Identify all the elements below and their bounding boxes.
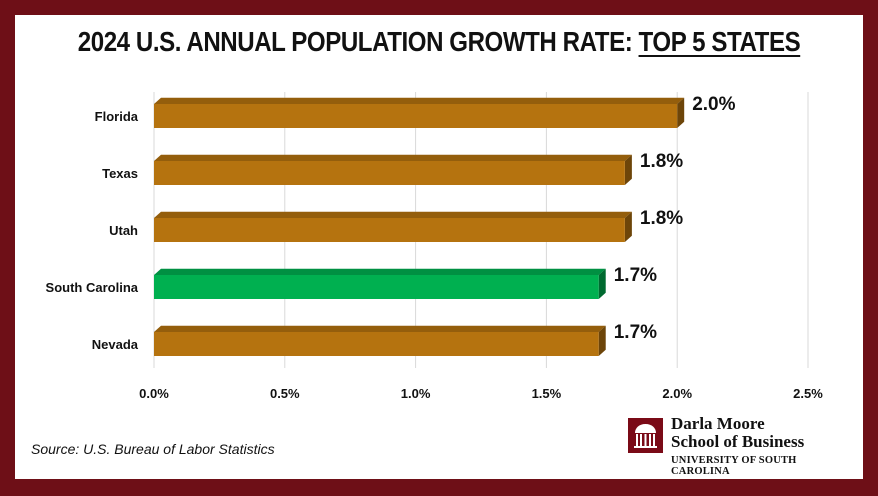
x-tick-label: 2.0% <box>662 386 692 401</box>
x-tick-label: 0.5% <box>270 386 300 401</box>
bar <box>154 161 625 185</box>
logo-line-2: School of Business <box>671 432 805 451</box>
school-logo-icon <box>628 418 663 453</box>
logo-line-1: Darla Moore <box>671 414 765 433</box>
bar-side-face <box>624 211 632 242</box>
bar-side-face <box>677 97 685 128</box>
bar <box>154 104 678 128</box>
title-highlight: TOP 5 STATES <box>638 26 801 57</box>
data-label: 2.0% <box>692 94 735 115</box>
chart-title: 2024 U.S. ANNUAL POPULATION GROWTH RATE:… <box>61 26 816 58</box>
data-label: 1.8% <box>640 208 683 229</box>
source-note: Source: U.S. Bureau of Labor Statistics <box>31 441 275 457</box>
bar-top-face <box>154 325 606 332</box>
data-label: 1.7% <box>614 322 657 343</box>
logo-university: UNIVERSITY OF SOUTH CAROLINA <box>671 455 797 477</box>
logo-school-name: Darla Moore School of Business <box>671 415 861 451</box>
category-label: South Carolina <box>46 280 139 295</box>
bar <box>154 218 625 242</box>
bar-top-face <box>154 211 632 218</box>
bar-side-face <box>598 268 606 299</box>
category-label: Nevada <box>92 337 139 352</box>
data-label: 1.8% <box>640 151 683 172</box>
bar-side-face <box>624 154 632 185</box>
data-label: 1.7% <box>614 265 657 286</box>
x-tick-label: 2.5% <box>793 386 823 401</box>
bar <box>154 275 599 299</box>
category-label: Utah <box>109 223 138 238</box>
x-tick-label: 1.5% <box>532 386 562 401</box>
title-main: 2024 U.S. ANNUAL POPULATION GROWTH RATE: <box>77 26 639 57</box>
x-tick-label: 0.0% <box>139 386 169 401</box>
x-tick-label: 1.0% <box>401 386 431 401</box>
bar-top-face <box>154 154 632 161</box>
category-label: Florida <box>95 109 139 124</box>
bar-top-face <box>154 268 606 275</box>
school-logo: Darla Moore School of Business UNIVERSIT… <box>628 415 853 477</box>
chart-panel <box>15 15 863 479</box>
bar <box>154 332 599 356</box>
bar-top-face <box>154 97 685 104</box>
category-label: Texas <box>102 166 138 181</box>
bar-side-face <box>598 325 606 356</box>
